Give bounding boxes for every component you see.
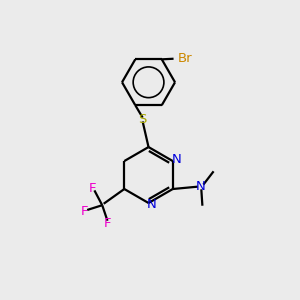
Text: Br: Br (178, 52, 193, 65)
Text: N: N (147, 198, 157, 211)
Text: S: S (139, 112, 147, 126)
Text: F: F (89, 182, 96, 195)
Text: F: F (80, 205, 88, 218)
Text: N: N (171, 153, 181, 167)
Text: N: N (196, 180, 206, 193)
Text: F: F (103, 217, 111, 230)
